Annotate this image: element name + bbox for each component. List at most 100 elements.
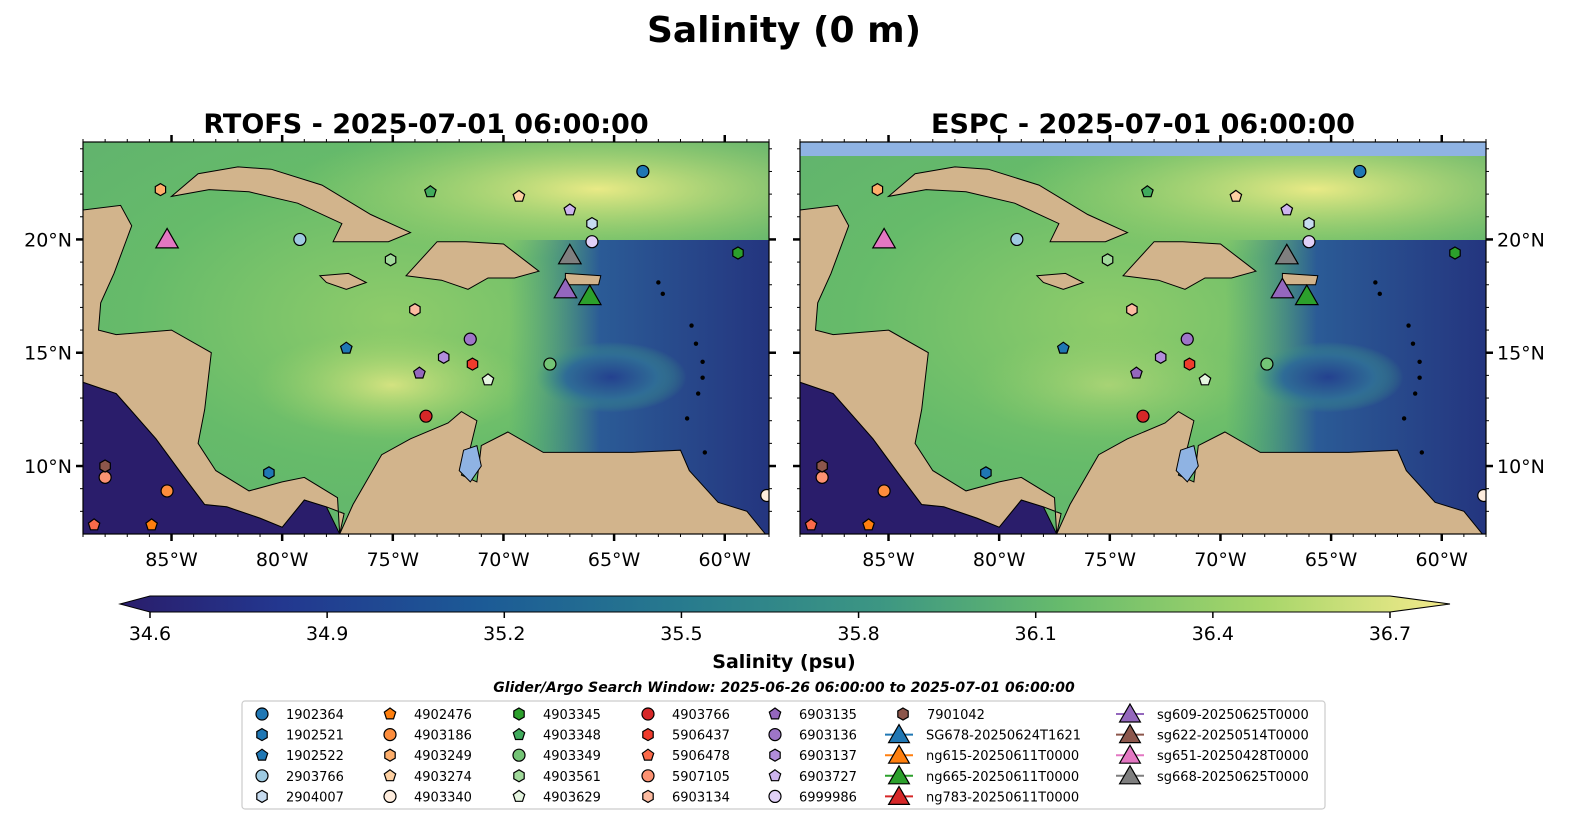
legend-entry: sg668-20250625T0000 <box>1116 764 1309 785</box>
low-salinity-plume <box>1252 341 1404 413</box>
legend-marker <box>887 785 911 806</box>
float-marker <box>99 459 111 473</box>
colorbar-tick-label: 35.8 <box>837 623 879 645</box>
float-marker <box>1449 246 1461 260</box>
legend-label: 4903766 <box>672 708 730 723</box>
float-marker <box>1140 185 1154 198</box>
cuba <box>169 166 412 243</box>
float-marker <box>1056 341 1070 354</box>
float-marker <box>543 357 557 371</box>
float-marker <box>1477 488 1486 503</box>
legend-marker <box>1118 723 1142 744</box>
island-dot <box>656 280 661 285</box>
legend-label: 1902364 <box>286 708 344 723</box>
legend-marker <box>256 727 268 742</box>
legend-marker <box>1118 702 1142 723</box>
legend-label: 1902521 <box>286 729 344 744</box>
legend-marker <box>768 707 782 720</box>
legend-marker <box>255 748 269 761</box>
legend-label: 2903766 <box>286 770 344 785</box>
float-marker <box>1101 253 1114 267</box>
lake-maracaibo <box>458 444 482 483</box>
legend-marker <box>1118 764 1142 785</box>
island-dot <box>1406 323 1411 328</box>
legend-marker <box>255 769 269 783</box>
float-marker <box>732 246 744 260</box>
island-dot <box>1412 391 1418 396</box>
legend-marker <box>383 789 397 804</box>
no-data-strip <box>800 142 1486 156</box>
panel-espc: ESPC - 2025-07-01 06:00:00 85°W 80°W 75°W 70… <box>793 109 1545 571</box>
legend-entry: 6999986 <box>768 789 857 805</box>
legend-label: 4903349 <box>543 749 601 764</box>
glider-marker <box>577 283 603 306</box>
float-marker <box>877 484 891 498</box>
legend-entry: 4903561 <box>513 769 601 785</box>
legend-marker <box>768 727 782 742</box>
float-marker <box>563 203 577 216</box>
float-marker <box>145 518 159 531</box>
lon-tick-label: 80°W <box>256 549 309 571</box>
salinity-field <box>800 142 1486 534</box>
legend-marker <box>641 707 655 721</box>
legend-marker <box>384 748 396 762</box>
float-marker <box>463 332 477 346</box>
legend-label: 5907105 <box>672 770 730 785</box>
legend-label: 6903137 <box>799 749 857 764</box>
legend-entry: 1902522 <box>255 748 344 764</box>
float-marker <box>1260 357 1274 371</box>
legend-marker <box>887 744 911 764</box>
legend-entry: sg622-20250514T0000 <box>1116 723 1309 744</box>
float-marker <box>871 182 884 197</box>
legend-marker <box>1118 744 1142 764</box>
legend-label: ng783-20250611T0000 <box>926 790 1079 805</box>
island-dot <box>1417 359 1422 364</box>
glider-marker <box>1274 243 1300 265</box>
hispaniola <box>405 241 540 290</box>
legend-entry: 5907105 <box>641 769 730 785</box>
legend-entry: 5906437 <box>642 727 730 744</box>
legend-entry: 4903249 <box>384 748 472 764</box>
float-marker <box>263 466 275 480</box>
legend-entry: 4903348 <box>512 727 601 744</box>
legend-label: 7901042 <box>927 708 985 723</box>
legend-marker <box>512 789 526 802</box>
legend-marker <box>768 769 782 782</box>
lon-tick-label: 60°W <box>699 549 752 571</box>
legend-entry: 1902521 <box>256 727 344 744</box>
float-marker <box>585 235 599 249</box>
legend-marker <box>641 748 655 761</box>
lat-tick-label: 20°N <box>1497 229 1545 251</box>
search-window-caption: Glider/Argo Search Window: 2025-06-26 06… <box>493 680 1075 696</box>
map-frame <box>82 141 770 535</box>
glider-marker <box>871 227 897 249</box>
legend-entry: sg609-20250625T0000 <box>1116 702 1309 723</box>
jamaica <box>1035 272 1085 290</box>
float-marker <box>862 518 876 531</box>
legend-label: sg609-20250625T0000 <box>1157 708 1309 723</box>
lat-tick-label: 15°N <box>24 343 72 365</box>
legend-entry: ng783-20250611T0000 <box>885 785 1079 806</box>
legend-marker <box>512 727 526 741</box>
legend-label: ng665-20250611T0000 <box>926 770 1079 785</box>
colorbar-tick-label: 36.4 <box>1192 623 1234 645</box>
float-marker <box>816 459 828 473</box>
cuba <box>886 166 1129 243</box>
legend-entry: 1902364 <box>255 707 344 723</box>
low-salinity-plume <box>535 341 687 413</box>
puerto-rico <box>564 272 602 286</box>
legend-marker <box>887 764 911 785</box>
legend-entry: 4902476 <box>383 707 472 723</box>
colorbar-ticks: 34.6 34.9 35.2 35.5 35.8 36.1 36.4 36.7 <box>129 612 1411 645</box>
legend: 1902364 1902521 1902522 2903766 2904007 49024… <box>241 700 1326 810</box>
legend-marker <box>512 748 526 762</box>
island-dot <box>1417 375 1422 380</box>
float-marker <box>160 484 174 498</box>
island-dot <box>1373 280 1378 285</box>
legend-label: 6903134 <box>672 790 730 805</box>
float-marker <box>1183 357 1196 371</box>
legend-label: sg622-20250514T0000 <box>1157 729 1309 744</box>
glider-marker <box>1294 283 1320 306</box>
lon-tick-label: 70°W <box>1194 549 1247 571</box>
